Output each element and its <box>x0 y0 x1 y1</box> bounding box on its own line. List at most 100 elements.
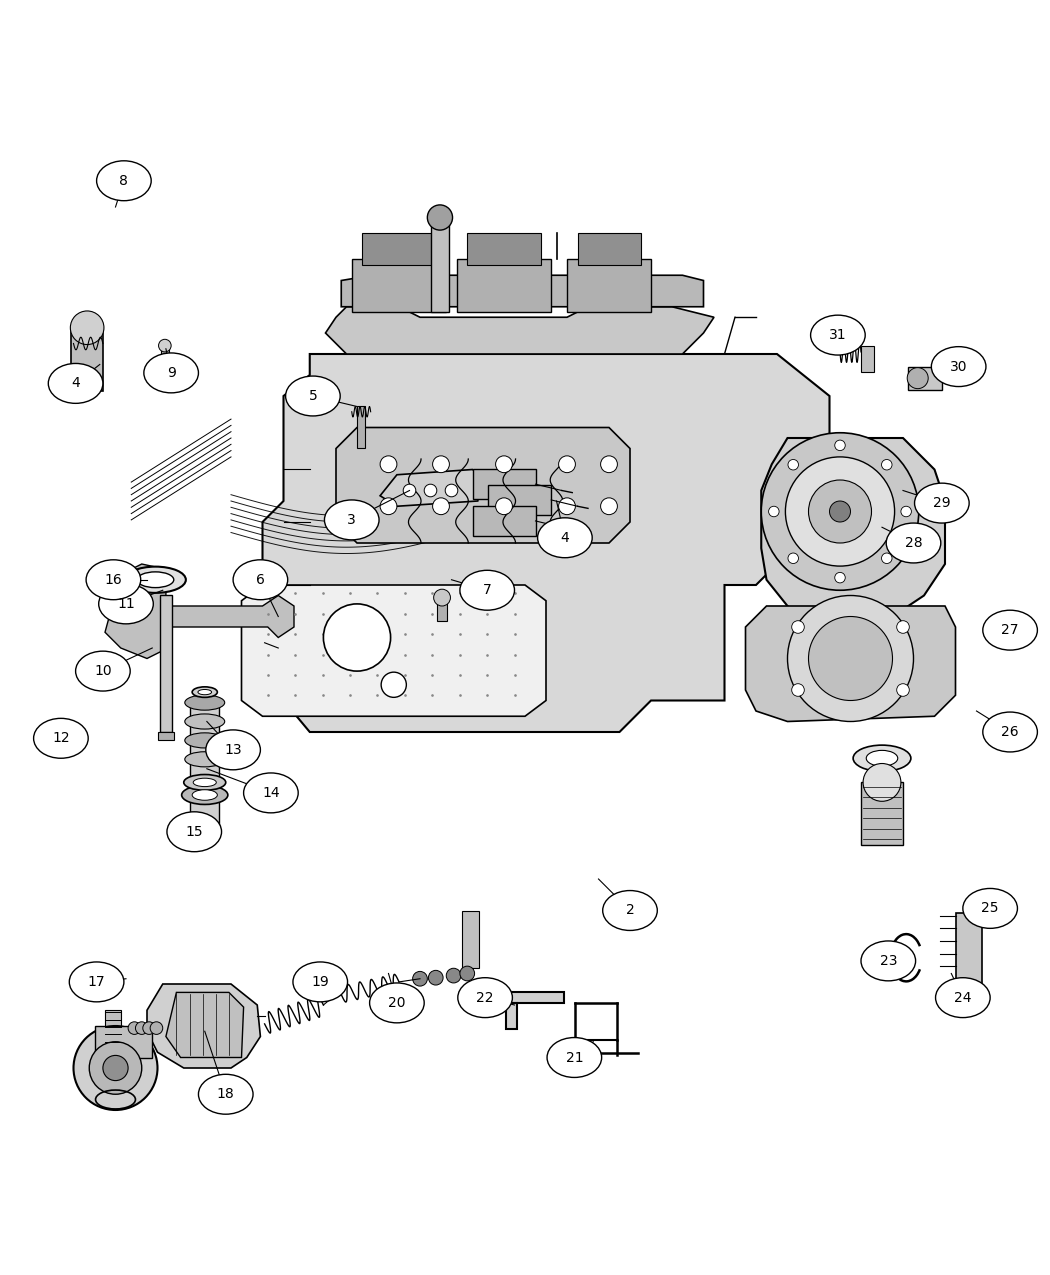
Ellipse shape <box>185 714 225 729</box>
FancyBboxPatch shape <box>578 233 640 265</box>
Text: 13: 13 <box>225 743 242 757</box>
Circle shape <box>907 367 928 389</box>
Circle shape <box>445 484 458 497</box>
Circle shape <box>559 497 575 515</box>
Text: 31: 31 <box>830 328 846 342</box>
FancyBboxPatch shape <box>956 913 982 992</box>
Text: 3: 3 <box>348 513 356 527</box>
Text: 27: 27 <box>1002 623 1018 638</box>
Circle shape <box>792 683 804 696</box>
Circle shape <box>135 1021 148 1034</box>
Circle shape <box>380 497 397 515</box>
FancyBboxPatch shape <box>861 346 874 372</box>
Ellipse shape <box>538 518 592 557</box>
Ellipse shape <box>198 1075 253 1114</box>
FancyBboxPatch shape <box>190 700 219 826</box>
Text: 26: 26 <box>1002 725 1018 739</box>
Ellipse shape <box>125 566 186 593</box>
Circle shape <box>428 970 443 986</box>
Ellipse shape <box>192 687 217 697</box>
FancyBboxPatch shape <box>488 486 551 515</box>
Ellipse shape <box>193 778 216 787</box>
Ellipse shape <box>48 363 103 403</box>
Circle shape <box>380 456 397 473</box>
Ellipse shape <box>99 584 153 623</box>
Ellipse shape <box>293 961 348 1002</box>
Polygon shape <box>761 439 945 627</box>
FancyBboxPatch shape <box>105 1010 121 1047</box>
Polygon shape <box>336 427 630 543</box>
Text: 23: 23 <box>880 954 897 968</box>
Text: 6: 6 <box>256 572 265 586</box>
Circle shape <box>901 506 911 516</box>
Circle shape <box>427 205 453 230</box>
FancyBboxPatch shape <box>457 260 551 312</box>
Ellipse shape <box>69 961 124 1002</box>
Text: 7: 7 <box>483 583 491 597</box>
FancyBboxPatch shape <box>467 233 541 265</box>
Polygon shape <box>380 469 483 506</box>
FancyBboxPatch shape <box>158 732 174 741</box>
Ellipse shape <box>144 353 198 393</box>
FancyBboxPatch shape <box>472 469 536 499</box>
Circle shape <box>433 456 449 473</box>
Text: 5: 5 <box>309 389 317 403</box>
Ellipse shape <box>185 695 225 710</box>
Text: 21: 21 <box>566 1051 583 1065</box>
Ellipse shape <box>197 690 211 695</box>
Ellipse shape <box>866 751 898 766</box>
Circle shape <box>830 501 850 521</box>
Text: 22: 22 <box>477 991 493 1005</box>
Polygon shape <box>166 992 244 1057</box>
Text: 28: 28 <box>905 536 922 550</box>
Text: 29: 29 <box>933 496 950 510</box>
Circle shape <box>769 506 779 516</box>
Circle shape <box>559 456 575 473</box>
Circle shape <box>143 1021 155 1034</box>
Polygon shape <box>147 984 260 1068</box>
Text: 30: 30 <box>950 360 967 374</box>
Ellipse shape <box>983 611 1037 650</box>
Circle shape <box>882 553 892 564</box>
Circle shape <box>882 459 892 470</box>
Ellipse shape <box>936 978 990 1017</box>
Circle shape <box>413 972 427 986</box>
Circle shape <box>128 1021 141 1034</box>
FancyBboxPatch shape <box>161 346 169 372</box>
FancyBboxPatch shape <box>437 598 447 621</box>
Circle shape <box>89 1042 142 1094</box>
Circle shape <box>159 339 171 352</box>
FancyBboxPatch shape <box>357 407 365 449</box>
Text: 4: 4 <box>561 530 569 544</box>
FancyBboxPatch shape <box>352 260 446 312</box>
Ellipse shape <box>886 523 941 564</box>
Text: 18: 18 <box>217 1088 234 1102</box>
Ellipse shape <box>244 773 298 813</box>
Ellipse shape <box>324 500 379 539</box>
Text: 25: 25 <box>982 901 999 915</box>
Ellipse shape <box>853 745 911 771</box>
Circle shape <box>103 1056 128 1081</box>
Circle shape <box>761 432 919 590</box>
Polygon shape <box>242 585 546 717</box>
Text: 2: 2 <box>626 904 634 918</box>
Circle shape <box>460 966 475 980</box>
FancyBboxPatch shape <box>94 1026 152 1057</box>
Circle shape <box>70 311 104 344</box>
Text: 16: 16 <box>105 572 122 586</box>
Ellipse shape <box>811 315 865 354</box>
FancyBboxPatch shape <box>506 992 564 1003</box>
Ellipse shape <box>192 789 217 801</box>
Circle shape <box>788 595 914 722</box>
Circle shape <box>835 440 845 450</box>
Text: 17: 17 <box>88 975 105 989</box>
Ellipse shape <box>76 652 130 691</box>
Ellipse shape <box>184 774 226 790</box>
Circle shape <box>434 589 450 606</box>
Text: 20: 20 <box>388 996 405 1010</box>
Circle shape <box>58 729 79 751</box>
Circle shape <box>496 456 512 473</box>
Ellipse shape <box>185 752 225 766</box>
Polygon shape <box>341 275 704 307</box>
Text: 19: 19 <box>312 975 329 989</box>
